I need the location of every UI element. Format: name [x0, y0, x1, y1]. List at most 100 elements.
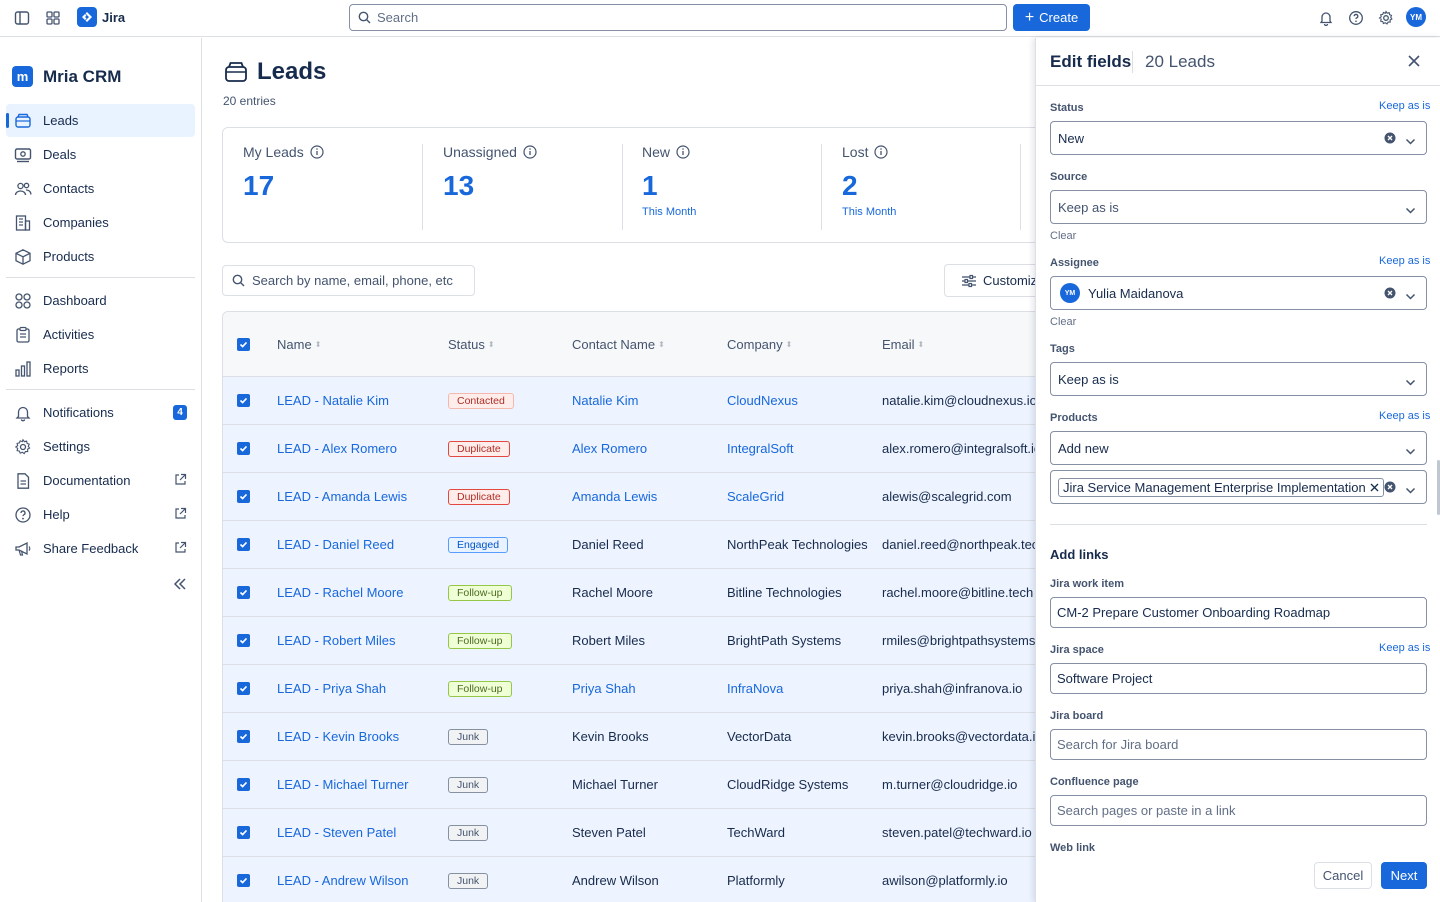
cancel-button[interactable]: Cancel [1314, 862, 1372, 889]
sidebar-item-help[interactable]: Help [6, 498, 195, 531]
jira-logo-icon[interactable] [77, 7, 97, 27]
stat-lost[interactable]: Lost 2 This Month [842, 144, 896, 230]
sidebar-item-documentation[interactable]: Documentation [6, 464, 195, 497]
lead-name-link[interactable]: LEAD - Rachel Moore [277, 585, 404, 600]
jira-space-keep-as-is-link[interactable]: Keep as is [1379, 642, 1431, 654]
sidebar-item-contacts[interactable]: Contacts [6, 172, 195, 205]
column-header-contact-name[interactable]: Contact Name ⬍ [572, 312, 665, 376]
contact-name-cell[interactable]: Priya Shah [572, 681, 636, 696]
jira-space-input[interactable] [1050, 663, 1427, 694]
notifications-bell-icon[interactable] [1316, 8, 1336, 28]
select-all-checkbox[interactable] [237, 312, 250, 376]
products-keep-as-is-link[interactable]: Keep as is [1379, 410, 1431, 422]
stat-new[interactable]: New 1 This Month [642, 144, 696, 230]
table-search[interactable] [222, 265, 475, 296]
column-header-name[interactable]: Name ⬍ [277, 312, 321, 376]
jira-board-input[interactable] [1050, 729, 1427, 760]
row-checkbox[interactable] [237, 521, 250, 568]
remove-chip-icon[interactable] [1370, 483, 1379, 492]
company-cell[interactable]: CloudNexus [727, 393, 798, 408]
sidebar-item-share-feedback[interactable]: Share Feedback [6, 532, 195, 565]
column-header-company[interactable]: Company ⬍ [727, 312, 792, 376]
company-cell[interactable]: InfraNova [727, 681, 784, 696]
sidebar-item-dashboard[interactable]: Dashboard [6, 284, 195, 317]
column-header-email[interactable]: Email ⬍ [882, 312, 924, 376]
table-row[interactable]: LEAD - Kevin Brooks Junk Kevin Brooks Vecto… [223, 713, 1061, 761]
panel-scrollbar[interactable] [1437, 460, 1440, 515]
table-row[interactable]: LEAD - Andrew Wilson Junk Andrew Wilson Pla… [223, 857, 1061, 902]
app-switcher-icon[interactable] [43, 8, 63, 28]
row-checkbox[interactable] [237, 569, 250, 616]
row-checkbox[interactable] [237, 425, 250, 472]
help-icon[interactable] [1346, 8, 1366, 28]
contact-name-cell[interactable]: Alex Romero [572, 441, 648, 456]
table-row[interactable]: LEAD - Natalie Kim Contacted Natalie Kim Cl… [223, 377, 1061, 425]
row-checkbox[interactable] [237, 857, 250, 902]
assignee-clear-link[interactable]: Clear [1050, 316, 1077, 328]
lead-name-link[interactable]: LEAD - Priya Shah [277, 681, 387, 696]
contact-name-cell[interactable]: Amanda Lewis [572, 489, 658, 504]
assignee-select[interactable]: YM Yulia Maidanova [1050, 276, 1427, 310]
table-row[interactable]: LEAD - Rachel Moore Follow-up Rachel Moore… [223, 569, 1061, 617]
sidebar-item-notifications[interactable]: Notifications 4 [6, 396, 195, 429]
lead-name-link[interactable]: LEAD - Kevin Brooks [277, 729, 400, 744]
sidebar-item-settings[interactable]: Settings [6, 430, 195, 463]
sidebar-item-reports[interactable]: Reports [6, 352, 195, 385]
user-avatar[interactable]: YM [1406, 7, 1426, 27]
lead-name-link[interactable]: LEAD - Robert Miles [277, 633, 396, 648]
company-cell[interactable]: IntegralSoft [727, 441, 794, 456]
sidebar-item-activities[interactable]: Activities [6, 318, 195, 351]
table-row[interactable]: LEAD - Alex Romero Duplicate Alex Romero In… [223, 425, 1061, 473]
table-row[interactable]: LEAD - Daniel Reed Engaged Daniel Reed Nort… [223, 521, 1061, 569]
product-name[interactable]: Jira [102, 10, 126, 25]
products-mode-select[interactable]: Add new [1050, 431, 1427, 465]
status-keep-as-is-link[interactable]: Keep as is [1379, 100, 1431, 112]
table-row[interactable]: LEAD - Priya Shah Follow-up Priya Shah Infr… [223, 665, 1061, 713]
row-checkbox[interactable] [237, 713, 250, 760]
lead-name-link[interactable]: LEAD - Andrew Wilson [277, 873, 409, 888]
close-icon[interactable] [1406, 53, 1422, 72]
next-button[interactable]: Next [1381, 862, 1427, 889]
lead-name-link[interactable]: LEAD - Daniel Reed [277, 537, 395, 552]
row-checkbox[interactable] [237, 809, 250, 856]
global-search-input[interactable] [377, 10, 977, 25]
column-header-status[interactable]: Status ⬍ [448, 312, 495, 376]
collapse-sidebar-icon[interactable] [172, 576, 188, 595]
sidebar-item-companies[interactable]: Companies [6, 206, 195, 239]
lead-name-link[interactable]: LEAD - Michael Turner [277, 777, 409, 792]
stat-my-leads[interactable]: My Leads 17 [243, 144, 324, 230]
row-checkbox[interactable] [237, 473, 250, 520]
company-cell[interactable]: ScaleGrid [727, 489, 785, 504]
lead-name-link[interactable]: LEAD - Alex Romero [277, 441, 397, 456]
source-clear-link[interactable]: Clear [1050, 230, 1077, 242]
global-search[interactable] [349, 4, 1007, 31]
table-row[interactable]: LEAD - Robert Miles Follow-up Robert Miles… [223, 617, 1061, 665]
row-checkbox[interactable] [237, 377, 250, 424]
create-button[interactable]: + Create [1013, 4, 1090, 31]
status-select[interactable]: New [1050, 121, 1427, 155]
row-checkbox[interactable] [237, 617, 250, 664]
table-row[interactable]: LEAD - Michael Turner Junk Michael Turner C… [223, 761, 1061, 809]
contact-name-cell[interactable]: Natalie Kim [572, 393, 639, 408]
lead-name-link[interactable]: LEAD - Natalie Kim [277, 393, 389, 408]
settings-gear-icon[interactable] [1376, 8, 1396, 28]
clear-selection-icon[interactable] [1384, 132, 1396, 147]
table-row[interactable]: LEAD - Steven Patel Junk Steven Patel TechW… [223, 809, 1061, 857]
clear-selection-icon[interactable] [1384, 287, 1396, 302]
sidebar-toggle-icon[interactable] [12, 8, 32, 28]
table-search-input[interactable] [252, 273, 462, 288]
confluence-page-input[interactable] [1050, 795, 1427, 826]
row-checkbox[interactable] [237, 665, 250, 712]
source-select[interactable]: Keep as is [1050, 190, 1427, 224]
products-multiselect[interactable]: Jira Service Management Enterprise Imple… [1050, 470, 1427, 504]
tags-select[interactable]: Keep as is [1050, 362, 1427, 396]
clear-selection-icon[interactable] [1384, 481, 1396, 496]
lead-name-link[interactable]: LEAD - Steven Patel [277, 825, 397, 840]
stat-unassigned[interactable]: Unassigned 13 [443, 144, 537, 230]
sidebar-item-deals[interactable]: Deals [6, 138, 195, 171]
lead-name-link[interactable]: LEAD - Amanda Lewis [277, 489, 408, 504]
table-row[interactable]: LEAD - Amanda Lewis Duplicate Amanda Lewis… [223, 473, 1061, 521]
jira-work-item-input[interactable] [1050, 597, 1427, 628]
sidebar-item-products[interactable]: Products [6, 240, 195, 273]
assignee-keep-as-is-link[interactable]: Keep as is [1379, 255, 1431, 267]
